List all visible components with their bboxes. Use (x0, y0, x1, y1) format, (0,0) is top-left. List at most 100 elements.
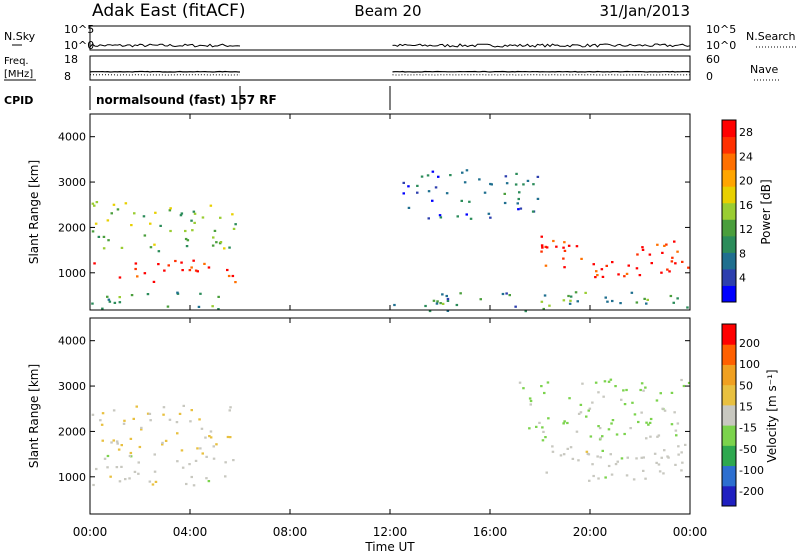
echo-cell (562, 257, 565, 260)
nsearch-tick-low: 10^0 (706, 39, 736, 52)
echo-cell (223, 247, 226, 250)
echo-cell (604, 296, 607, 299)
echo-cell (576, 300, 579, 303)
echo-cell (469, 217, 473, 220)
echo-cell (620, 398, 623, 401)
echo-cell (661, 251, 664, 254)
echo-cell (640, 411, 643, 414)
echo-cell (219, 241, 223, 244)
echo-cell (648, 253, 652, 256)
echo-cell (567, 294, 570, 298)
echo-cell (658, 470, 662, 473)
colorbar-swatch (722, 235, 736, 253)
echo-cell (109, 475, 112, 478)
nsky-tick-high: 10^5 (64, 23, 94, 36)
echo-cell (579, 411, 583, 414)
x-tick-label: 00:00 (73, 525, 108, 539)
echo-cell (588, 407, 592, 410)
colorbar-tick-label: 50 (739, 379, 753, 392)
echo-cell (226, 435, 230, 439)
x-tick-label: 20:00 (573, 525, 608, 539)
echo-cell (217, 308, 220, 311)
echo-cell (146, 412, 150, 415)
echo-cell (563, 266, 566, 269)
echo-cell (524, 310, 527, 313)
colorbar-swatch (722, 324, 736, 345)
echo-cell (407, 206, 411, 209)
echo-cell (518, 381, 522, 384)
echo-cell (212, 445, 215, 448)
echo-cell (674, 429, 678, 432)
echo-cell (687, 266, 690, 269)
echo-cell (597, 477, 600, 480)
echo-cell (515, 172, 518, 175)
echo-cell (601, 435, 604, 438)
echo-cell (635, 301, 639, 304)
echo-cell (148, 412, 152, 415)
echo-cell (543, 391, 546, 395)
echo-cell (142, 215, 146, 218)
colorbar-swatch (722, 268, 736, 286)
echo-cell (91, 413, 95, 416)
cpid-trace (89, 86, 391, 110)
echo-cell (540, 235, 543, 238)
echo-cell (128, 477, 131, 480)
echo-cell (669, 294, 673, 298)
colorbar-tick-label: 16 (739, 199, 753, 212)
echo-cell (178, 412, 182, 415)
echo-cell (115, 466, 119, 469)
echo-cell (503, 201, 507, 205)
echo-cell (545, 246, 549, 249)
y-tick-label: 4000 (58, 335, 86, 348)
echo-cell (118, 301, 122, 304)
echo-cell (416, 184, 419, 187)
echo-cell (91, 230, 95, 233)
echo-cell (123, 419, 126, 422)
echo-cell (616, 460, 619, 463)
nsky-tick-low: 10^0 (64, 39, 94, 52)
echo-cell (569, 299, 572, 302)
echo-cell (604, 476, 607, 479)
echo-cell (606, 300, 609, 303)
echo-cell (541, 426, 544, 429)
echo-cell (234, 223, 237, 226)
echo-cell (124, 478, 127, 481)
echo-cell (152, 280, 156, 283)
echo-cell (592, 474, 595, 478)
echo-cell (601, 449, 604, 452)
echo-cell (446, 299, 450, 302)
echo-cell (134, 267, 137, 271)
echo-cell (468, 200, 471, 203)
colorbar-tick-label: -200 (739, 485, 764, 498)
echo-cell (594, 276, 597, 279)
echo-cell (585, 450, 589, 453)
echo-cell (107, 298, 111, 301)
echo-cell (478, 178, 481, 181)
echo-cell (428, 309, 432, 313)
echo-cell (219, 216, 222, 219)
y-tick-label: 3000 (58, 380, 86, 393)
colorbar-swatch (722, 465, 736, 487)
echo-cell (224, 475, 227, 478)
echo-cell (95, 201, 99, 204)
echo-cell (566, 421, 569, 425)
echo-cell (602, 395, 605, 398)
echo-cell (503, 192, 506, 195)
echo-cell (140, 426, 143, 429)
echo-cell (185, 482, 188, 486)
echo-cell (154, 211, 157, 214)
power-echo-cells (91, 169, 690, 313)
echo-cell (619, 302, 622, 305)
echo-cell (402, 192, 405, 195)
echo-cell (441, 293, 444, 296)
echo-cell (432, 299, 436, 302)
echo-cell (211, 305, 214, 308)
echo-cell (575, 245, 579, 248)
echo-cell (538, 421, 541, 424)
echo-cell (620, 457, 624, 460)
echo-cell (194, 269, 198, 272)
echo-cell (100, 423, 104, 426)
x-tick-label: 12:00 (373, 525, 408, 539)
echo-cell (675, 434, 678, 437)
echo-cell (571, 457, 575, 460)
